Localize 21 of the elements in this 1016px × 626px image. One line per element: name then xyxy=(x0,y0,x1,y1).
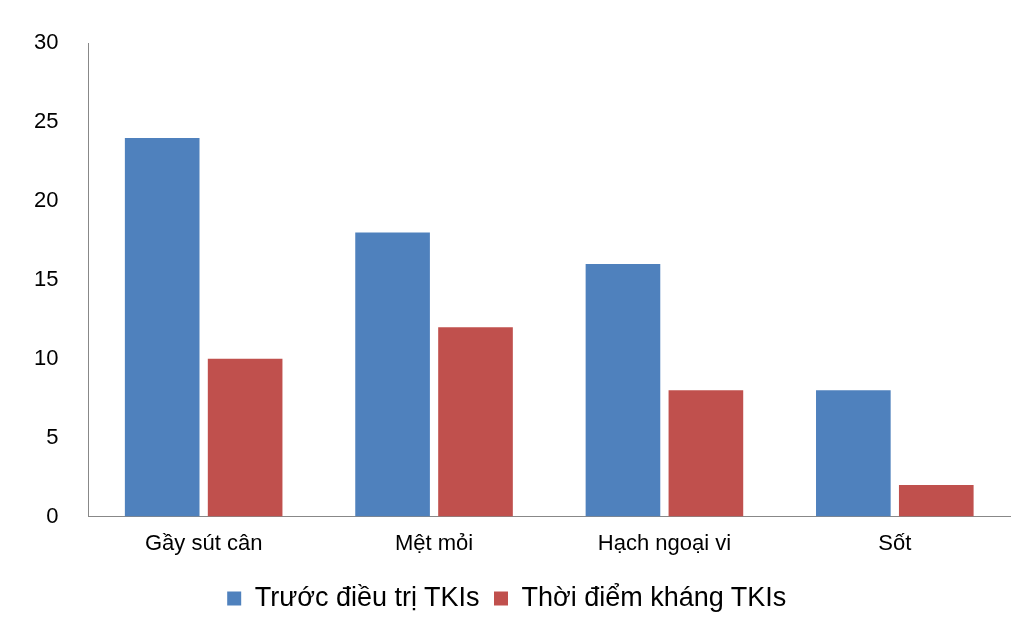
y-tick-label: 30 xyxy=(33,29,59,55)
y-tick-label: 10 xyxy=(33,344,59,370)
legend-label: Thời điểm kháng TKIs xyxy=(521,581,787,612)
bar xyxy=(585,264,661,517)
y-tick-label: 25 xyxy=(33,108,59,134)
y-tick-label: 5 xyxy=(46,423,59,449)
x-tick-label: Mệt mỏi xyxy=(394,529,474,555)
y-tick-label: 15 xyxy=(33,265,59,291)
bar xyxy=(898,485,974,517)
bar xyxy=(355,232,430,517)
legend-label: Trước điều trị TKIs xyxy=(254,581,480,612)
bar xyxy=(124,137,200,517)
bar xyxy=(816,390,891,517)
x-tick-label: Hạch ngoại vi xyxy=(597,529,732,555)
bar xyxy=(668,390,744,517)
x-tick-label: Gầy sút cân xyxy=(144,529,263,555)
x-tick-label: Sốt xyxy=(878,529,912,555)
y-tick-label: 0 xyxy=(46,502,59,528)
bar xyxy=(438,327,513,517)
y-tick-label: 20 xyxy=(33,187,59,213)
bar xyxy=(207,358,283,517)
